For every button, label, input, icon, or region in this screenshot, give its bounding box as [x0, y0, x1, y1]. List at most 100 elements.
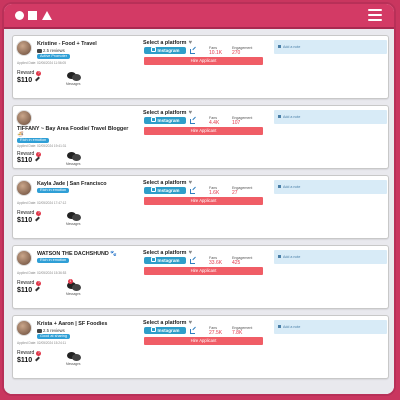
applied-date-value: 02/05/2024 15:36:53	[37, 271, 67, 275]
edit-pencil-icon[interactable]	[35, 76, 41, 82]
instagram-label: Instagram	[157, 118, 180, 123]
reward-amount: $110	[17, 77, 33, 84]
add-note-field[interactable]: Add a note	[274, 250, 387, 264]
hire-applicant-button[interactable]: Hire Applicant	[144, 267, 263, 275]
applicant-name-emoji: 🍜	[17, 132, 24, 138]
fans-value: 4.4K	[209, 120, 220, 126]
add-note-text: Add a note	[283, 325, 301, 329]
messages-icon[interactable]	[67, 211, 81, 221]
hire-applicant-button[interactable]: Hire Applicant	[144, 337, 263, 345]
instagram-icon	[150, 187, 156, 192]
reviews-count: 2.5 reviews	[37, 48, 65, 53]
heart-icon[interactable]: ♥	[188, 180, 193, 186]
reward-label: Reward?	[17, 280, 42, 286]
instagram-button[interactable]: Instagram	[144, 47, 186, 54]
fans-value: 33.6K	[209, 260, 223, 266]
instagram-button[interactable]: Instagram	[144, 257, 186, 264]
reviews-text: 2.5 reviews	[43, 328, 65, 333]
external-link-icon[interactable]	[190, 49, 195, 54]
reward-value: $110	[17, 356, 41, 364]
applicant-card: Krista + Aaron | SF Foodies 2.5 reviews …	[12, 315, 389, 379]
applicant-card: WATSON THE DACHSHUND 🐾 Rich in emotion A…	[12, 245, 389, 309]
avatar[interactable]	[16, 40, 32, 56]
hire-applicant-button[interactable]: Hire Applicant	[144, 127, 263, 135]
hire-applicant-button[interactable]: Hire Applicant	[144, 57, 263, 65]
external-link-icon[interactable]	[190, 119, 195, 124]
edit-pencil-icon[interactable]	[35, 216, 41, 222]
avatar[interactable]	[16, 180, 32, 196]
help-icon[interactable]: ?	[36, 211, 42, 216]
applied-date-value: 02/05/2024 19:41:31	[37, 144, 67, 148]
reward-amount: $110	[17, 157, 33, 164]
messages-icon[interactable]	[67, 71, 81, 81]
triangle-icon	[42, 11, 52, 20]
note-icon	[278, 185, 281, 188]
help-icon[interactable]: ?	[36, 281, 42, 286]
add-note-field[interactable]: Add a note	[274, 320, 387, 334]
add-note-text: Add a note	[283, 115, 301, 119]
applied-date-label: Applied Date:	[17, 144, 37, 148]
instagram-button[interactable]: Instagram	[144, 117, 186, 124]
reward-value: $110	[17, 76, 41, 84]
messages-label: Messages	[66, 82, 81, 86]
reward-amount: $110	[17, 217, 33, 224]
messages-icon[interactable]	[67, 351, 81, 361]
instagram-button[interactable]: Instagram	[144, 327, 186, 334]
instagram-icon	[150, 257, 156, 262]
heart-icon[interactable]: ♥	[188, 250, 193, 256]
select-platform-title: Select a platform ♥	[143, 250, 192, 256]
edit-pencil-icon[interactable]	[35, 286, 41, 292]
external-link-icon[interactable]	[190, 329, 195, 334]
add-note-field[interactable]: Add a note	[274, 110, 387, 124]
applied-date-label: Applied Date:	[17, 61, 37, 65]
reviews-icon	[37, 49, 42, 53]
status-badge: Rich in emotion	[37, 258, 70, 263]
heart-icon[interactable]: ♥	[188, 110, 193, 116]
heart-icon[interactable]: ♥	[188, 40, 193, 46]
applied-date: Applied Date: 02/06/2024 11:56:05	[17, 61, 66, 65]
applicant-card: Kayla Jade | San Francisco Rich in emoti…	[12, 175, 389, 239]
hamburger-menu-icon[interactable]	[368, 9, 382, 24]
reward-value: $110	[17, 286, 41, 294]
applicant-name[interactable]: WATSON THE DACHSHUND 🐾	[37, 251, 117, 257]
heart-icon[interactable]: ♥	[188, 320, 193, 326]
add-note-field[interactable]: Add a note	[274, 180, 387, 194]
applied-date: Applied Date: 02/05/2024 17:47:12	[17, 201, 66, 205]
add-note-text: Add a note	[283, 45, 301, 49]
circle-icon	[15, 11, 24, 20]
avatar[interactable]	[16, 110, 32, 126]
applicant-name[interactable]: Kristine - Food + Travel	[37, 41, 97, 47]
applicant-card: TIFFANY ~ Bay Area Foodie/ Travel Blogge…	[12, 105, 389, 169]
instagram-icon	[150, 117, 156, 122]
applicant-name[interactable]: TIFFANY ~ Bay Area Foodie/ Travel Blogge…	[17, 126, 129, 132]
applied-date-label: Applied Date:	[17, 271, 37, 275]
instagram-button[interactable]: Instagram	[144, 187, 186, 194]
reward-amount: $110	[17, 287, 33, 294]
window-titlebar	[4, 4, 394, 29]
avatar[interactable]	[16, 250, 32, 266]
select-platform-title: Select a platform ♥	[143, 320, 192, 326]
messages-count: 1	[68, 279, 73, 284]
help-icon[interactable]: ?	[36, 351, 42, 356]
applicant-name[interactable]: Krista + Aaron | SF Foodies	[37, 321, 108, 327]
applied-date-value: 02/05/2024 17:47:12	[37, 201, 67, 205]
applied-date: Applied Date: 02/05/2024 19:41:31	[17, 144, 66, 148]
messages-icon[interactable]: 1	[67, 279, 81, 291]
edit-pencil-icon[interactable]	[35, 156, 41, 162]
add-note-field[interactable]: Add a note	[274, 40, 387, 54]
hire-applicant-button[interactable]: Hire Applicant	[144, 197, 263, 205]
external-link-icon[interactable]	[190, 189, 195, 194]
applicant-name[interactable]: Kayla Jade | San Francisco	[37, 181, 107, 187]
external-link-icon[interactable]	[190, 259, 195, 264]
messages-icon[interactable]	[67, 151, 81, 161]
edit-pencil-icon[interactable]	[35, 356, 41, 362]
avatar[interactable]	[16, 320, 32, 336]
fans-value: 10.1K	[209, 50, 223, 56]
reviews-text: 2.5 reviews	[43, 48, 65, 53]
select-platform-title: Select a platform ♥	[143, 110, 192, 116]
help-icon[interactable]: ?	[36, 152, 42, 157]
add-note-text: Add a note	[283, 185, 301, 189]
help-icon[interactable]: ?	[36, 71, 42, 76]
select-platform-title: Select a platform ♥	[143, 40, 192, 46]
note-icon	[278, 45, 281, 48]
